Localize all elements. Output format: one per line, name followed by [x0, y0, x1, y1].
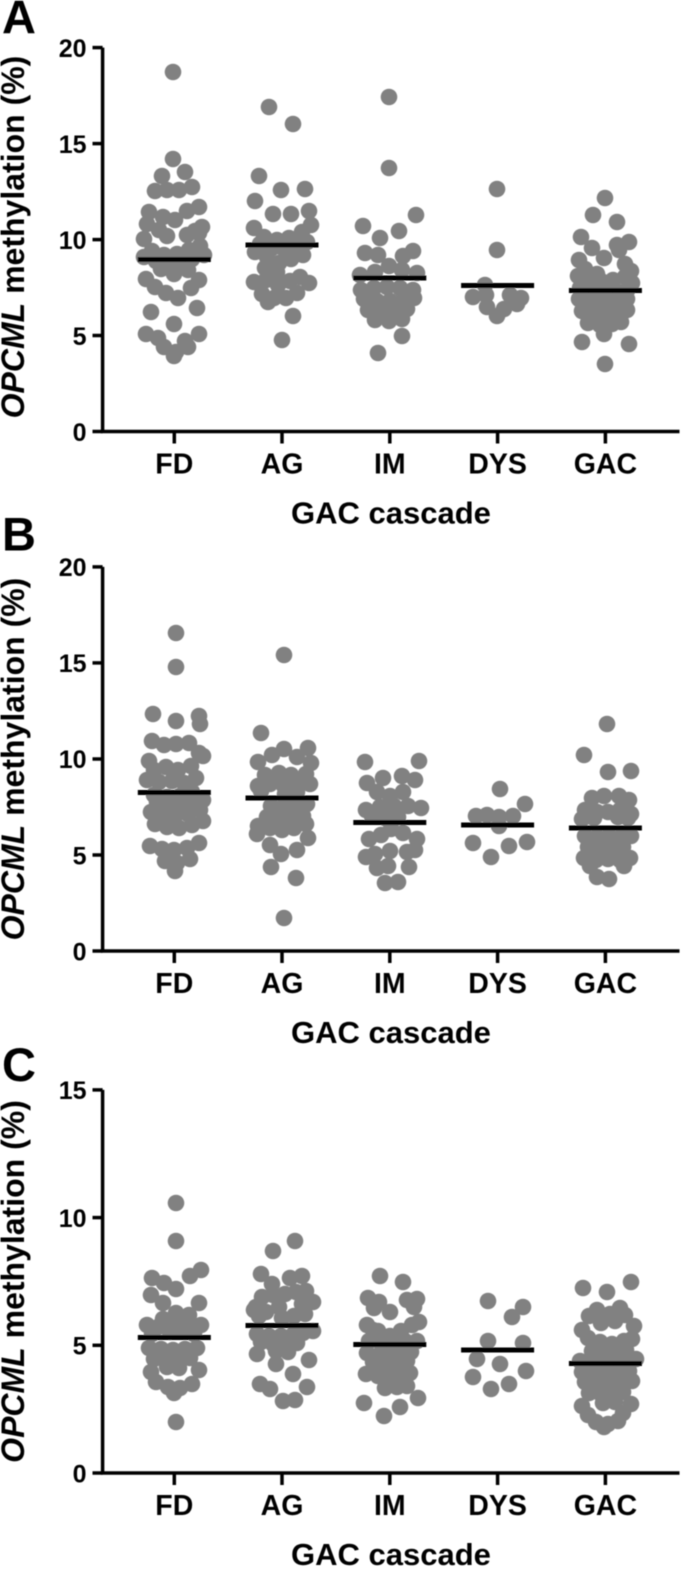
svg-text:A: A	[2, 0, 36, 44]
svg-text:GAC: GAC	[574, 449, 637, 481]
svg-text:C: C	[2, 1038, 36, 1091]
svg-text:10: 10	[59, 746, 87, 774]
svg-text:10: 10	[59, 227, 87, 255]
svg-text:15: 15	[59, 131, 87, 159]
svg-text:0: 0	[73, 419, 87, 447]
svg-text:GAC cascade: GAC cascade	[291, 496, 491, 531]
svg-text:10: 10	[59, 1205, 87, 1233]
svg-text:B: B	[2, 508, 36, 561]
svg-text:DYS: DYS	[468, 1490, 527, 1522]
svg-text:GAC: GAC	[574, 968, 637, 1000]
svg-text:DYS: DYS	[468, 449, 527, 481]
svg-text:0: 0	[73, 938, 87, 966]
svg-text:GAC cascade: GAC cascade	[291, 1015, 491, 1050]
svg-text:DYS: DYS	[468, 968, 527, 1000]
svg-text:FD: FD	[155, 449, 193, 481]
svg-text:FD: FD	[155, 968, 193, 1000]
svg-text:GAC cascade: GAC cascade	[291, 1537, 491, 1572]
svg-text:5: 5	[73, 1333, 87, 1361]
svg-text:0: 0	[73, 1460, 87, 1488]
svg-text:GAC: GAC	[574, 1490, 637, 1522]
svg-text:IM: IM	[374, 968, 406, 1000]
svg-text:5: 5	[73, 323, 87, 351]
svg-text:OPCML methylation (%): OPCML methylation (%)	[0, 578, 31, 941]
svg-text:AG: AG	[261, 968, 304, 1000]
svg-text:5: 5	[73, 842, 87, 870]
svg-text:OPCML methylation (%): OPCML methylation (%)	[0, 56, 31, 419]
svg-text:FD: FD	[155, 1490, 193, 1522]
svg-text:15: 15	[59, 1077, 87, 1105]
svg-text:15: 15	[59, 650, 87, 678]
svg-text:IM: IM	[374, 449, 406, 481]
svg-text:AG: AG	[261, 1490, 304, 1522]
svg-text:IM: IM	[374, 1490, 406, 1522]
svg-text:20: 20	[59, 35, 87, 63]
svg-text:OPCML methylation (%): OPCML methylation (%)	[0, 1100, 31, 1463]
svg-text:AG: AG	[261, 449, 304, 481]
svg-text:20: 20	[59, 554, 87, 582]
